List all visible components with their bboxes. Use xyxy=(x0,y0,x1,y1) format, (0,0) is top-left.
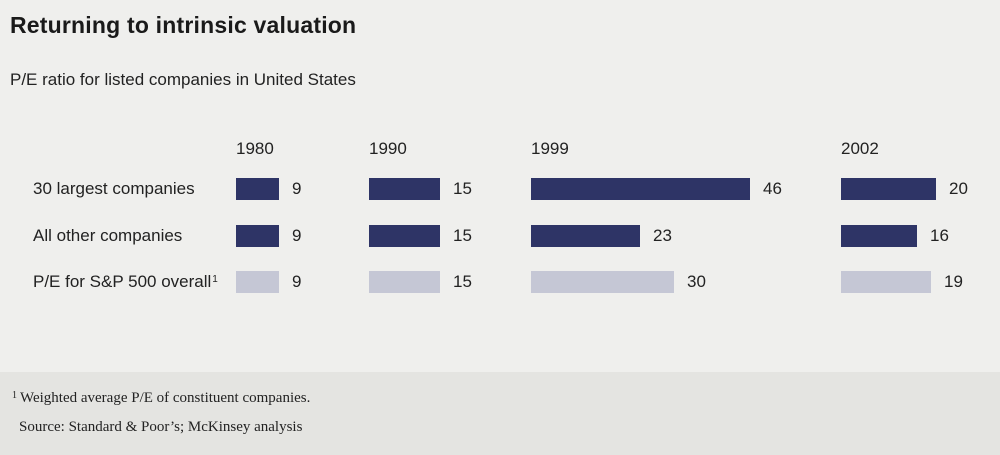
data-label: 20 xyxy=(949,179,968,198)
bar-2002-row0 xyxy=(841,178,936,200)
footnote-text: Weighted average P/E of constituent comp… xyxy=(20,390,311,406)
bar-1980-row2 xyxy=(236,271,279,293)
row-label: All other companies xyxy=(33,226,183,245)
row-label: P/E for S&P 500 overall1 xyxy=(33,272,218,291)
chart-subtitle: P/E ratio for listed companies in United… xyxy=(10,70,356,89)
data-label: 46 xyxy=(763,179,782,198)
data-label: 15 xyxy=(453,226,472,245)
bar-chart: 1980 1990 1999 2002 30 largest companies All … xyxy=(33,139,968,293)
year-label-1990: 1990 xyxy=(369,139,407,158)
footnote-mark: 1 xyxy=(212,274,218,285)
data-label: 9 xyxy=(292,272,302,291)
year-label-1999: 1999 xyxy=(531,139,569,158)
data-label: 19 xyxy=(944,272,963,291)
data-label: 9 xyxy=(292,226,302,245)
source-note: Source: Standard & Poor’s; McKinsey anal… xyxy=(19,419,303,435)
bar-1980-row1 xyxy=(236,225,279,247)
row-label: 30 largest companies xyxy=(33,179,195,198)
bar-2002-row1 xyxy=(841,225,917,247)
bar-1999-row1 xyxy=(531,225,640,247)
bar-1990-row0 xyxy=(369,178,440,200)
footer-band xyxy=(0,372,1000,455)
bar-1990-row1 xyxy=(369,225,440,247)
footnote: 1 Weighted average P/E of constituent com… xyxy=(12,390,310,407)
data-label: 16 xyxy=(930,226,949,245)
bar-1980-row0 xyxy=(236,178,279,200)
year-label-1980: 1980 xyxy=(236,139,274,158)
bar-1999-row2 xyxy=(531,271,674,293)
bar-1990-row2 xyxy=(369,271,440,293)
data-label: 15 xyxy=(453,179,472,198)
data-label: 15 xyxy=(453,272,472,291)
chart-title: Returning to intrinsic valuation xyxy=(10,12,357,38)
data-label: 9 xyxy=(292,179,302,198)
data-label: 30 xyxy=(687,272,706,291)
year-label-2002: 2002 xyxy=(841,139,879,158)
bar-1999-row0 xyxy=(531,178,750,200)
bar-2002-row2 xyxy=(841,271,931,293)
data-label: 23 xyxy=(653,226,672,245)
footnote-mark: 1 xyxy=(12,390,17,401)
